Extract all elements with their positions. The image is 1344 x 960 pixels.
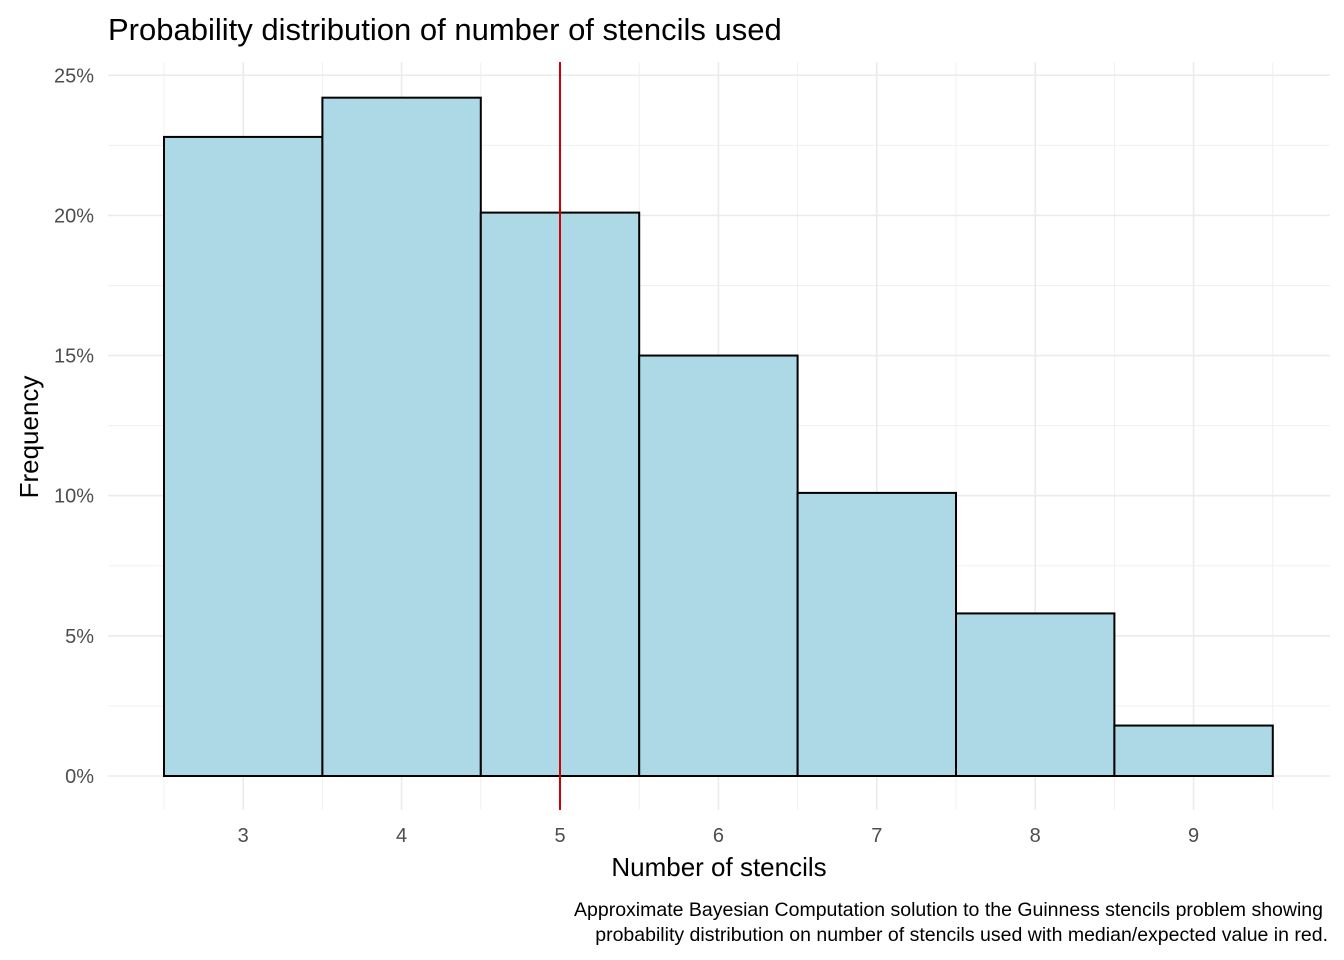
x-tick-labels: 3 4 5 6 7 8 9 xyxy=(238,825,1200,847)
bar-9 xyxy=(1113,724,1274,778)
bar-6 xyxy=(638,354,799,777)
x-tick-label: 9 xyxy=(1188,825,1199,847)
bar-8 xyxy=(955,612,1116,778)
caption-line-1: Approximate Bayesian Computation solutio… xyxy=(574,899,1323,921)
chart-title: Probability distribution of number of st… xyxy=(108,12,782,47)
x-tick-label: 5 xyxy=(554,825,565,847)
y-tick-label: 0% xyxy=(65,766,94,788)
x-tick-label: 8 xyxy=(1030,825,1041,847)
y-tick-label: 10% xyxy=(54,486,94,508)
bar-4 xyxy=(321,96,482,777)
x-axis-title: Number of stencils xyxy=(611,852,826,882)
x-tick-label: 3 xyxy=(238,825,249,847)
y-axis-title: Frequency xyxy=(14,376,44,499)
x-tick-label: 4 xyxy=(396,825,407,847)
y-tick-label: 15% xyxy=(54,346,94,368)
bar-7 xyxy=(796,491,957,777)
y-tick-labels: 0% 5% 10% 15% 20% 25% xyxy=(54,65,94,788)
x-tick-label: 7 xyxy=(871,825,882,847)
y-tick-label: 25% xyxy=(54,65,94,87)
x-tick-label: 6 xyxy=(713,825,724,847)
y-tick-label: 20% xyxy=(54,205,94,227)
caption-line-2: probability distribution on number of st… xyxy=(595,924,1328,946)
y-tick-label: 5% xyxy=(65,626,94,648)
bar-3 xyxy=(163,135,324,777)
